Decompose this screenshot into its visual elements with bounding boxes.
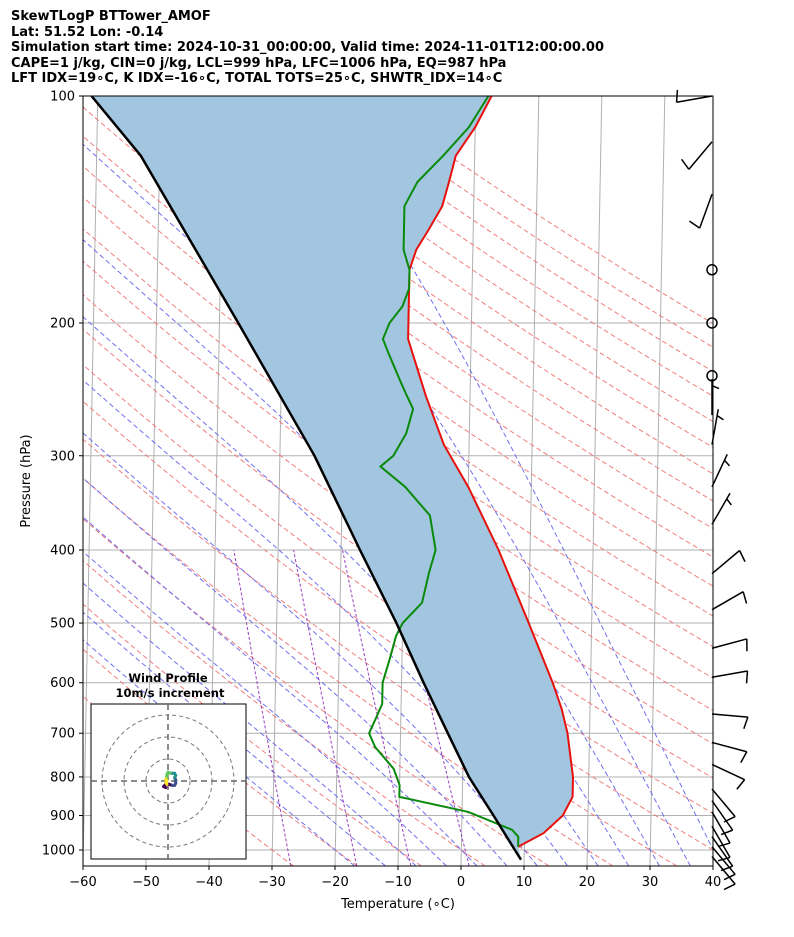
moist-adiabat bbox=[296, 96, 713, 851]
moist-adiabat bbox=[83, 611, 386, 866]
hodograph-content bbox=[91, 704, 246, 859]
wind-barb bbox=[711, 825, 731, 862]
moist-adiabat bbox=[83, 550, 447, 866]
mixing-ratio-line bbox=[394, 549, 470, 866]
wind-barb bbox=[711, 713, 749, 730]
mixing-ratio-line bbox=[233, 549, 292, 866]
x-tick-label: 0 bbox=[457, 875, 465, 890]
mixing-ratio-line bbox=[342, 549, 412, 866]
y-tick-label: 600 bbox=[50, 676, 75, 691]
temperature-line bbox=[407, 96, 575, 848]
dry-adiabat bbox=[83, 328, 713, 779]
x-tick-label: 10 bbox=[516, 875, 533, 890]
dry-adiabat bbox=[83, 364, 713, 815]
y-tick-label: 500 bbox=[50, 617, 75, 632]
y-tick-label: 1000 bbox=[42, 844, 75, 859]
chart-header: SkewTLogP BTTower_AMOF Lat: 51.52 Lon: -… bbox=[11, 9, 604, 87]
y-tick-label: 400 bbox=[50, 543, 75, 558]
cape-stats-line: CAPE=1 j/kg, CIN=0 j/kg, LCL=999 hPa, LF… bbox=[11, 55, 507, 71]
parcel-line bbox=[90, 96, 523, 861]
hodograph-title: Wind Profile bbox=[128, 671, 208, 685]
isotherm bbox=[649, 96, 666, 866]
calm-wind-marker bbox=[706, 317, 718, 329]
wind-barb bbox=[711, 800, 734, 836]
wind-barb bbox=[680, 141, 713, 170]
dry-adiabat bbox=[135, 96, 713, 502]
simulation-time-line: Simulation start time: 2024-10-31_00:00:… bbox=[11, 40, 604, 55]
moist-adiabat bbox=[83, 516, 478, 866]
y-tick-label: 300 bbox=[50, 449, 75, 464]
y-tick-label: 100 bbox=[50, 90, 75, 105]
x-tick-label: −60 bbox=[69, 875, 96, 890]
x-tick-label: −20 bbox=[321, 875, 348, 890]
moist-adiabat bbox=[83, 639, 355, 866]
wind-barb bbox=[711, 763, 746, 790]
x-tick-label: −30 bbox=[258, 875, 285, 890]
moist-adiabat bbox=[83, 477, 508, 866]
hodograph-ring bbox=[101, 714, 235, 848]
wind-barb bbox=[711, 811, 731, 848]
location-line: Lat: 51.52 Lon: -0.14 bbox=[11, 24, 164, 40]
dry-adiabat bbox=[83, 477, 614, 866]
dry-adiabat bbox=[83, 518, 550, 866]
x-tick-label: 30 bbox=[642, 875, 659, 890]
x-tick-label: −10 bbox=[384, 875, 411, 890]
x-tick-label: 20 bbox=[579, 875, 596, 890]
moist-adiabat bbox=[83, 582, 417, 866]
cape-area bbox=[91, 96, 573, 860]
y-tick-label: 200 bbox=[50, 316, 75, 331]
hodograph-segment bbox=[164, 780, 169, 786]
cape-fill bbox=[91, 96, 573, 860]
x-tick-label: −50 bbox=[132, 875, 159, 890]
wind-barb bbox=[689, 194, 713, 229]
calm-wind-marker bbox=[706, 264, 718, 276]
wind-barb bbox=[711, 638, 748, 652]
dry-adiabat bbox=[83, 438, 678, 866]
x-tick-label: 40 bbox=[705, 875, 722, 890]
x-axis-label: Temperature (∘C) bbox=[340, 897, 455, 912]
wind-barb bbox=[711, 492, 732, 525]
wind-barb bbox=[711, 741, 748, 763]
y-axis-label: Pressure (hPa) bbox=[19, 434, 34, 527]
y-tick-label: 800 bbox=[50, 770, 75, 785]
hodograph-subtitle: 10m/s increment bbox=[116, 686, 225, 700]
wind-barb bbox=[711, 549, 746, 575]
hodograph-inset: Wind Profile 10m/s increment bbox=[90, 671, 247, 860]
y-tick-label: 900 bbox=[50, 809, 75, 824]
dry-adiabat bbox=[83, 400, 713, 851]
chart-title: SkewTLogP BTTower_AMOF bbox=[11, 9, 211, 24]
mixing-ratio-line bbox=[293, 549, 358, 866]
x-tick-label: −40 bbox=[195, 875, 222, 890]
dry-adiabat bbox=[83, 294, 713, 745]
wind-barb bbox=[711, 856, 736, 891]
wind-barb bbox=[711, 670, 749, 684]
hodograph-ring bbox=[145, 758, 191, 804]
isotherm bbox=[776, 96, 791, 866]
wind-barb bbox=[711, 409, 724, 445]
index-stats-line: LFT IDX=19∘C, K IDX=-16∘C, TOTAL TOTS=25… bbox=[11, 71, 503, 86]
y-tick-label: 700 bbox=[50, 727, 75, 742]
wind-barb bbox=[711, 454, 731, 488]
dewpoint-line bbox=[368, 96, 520, 847]
hodograph-ring bbox=[123, 736, 213, 826]
wind-barb bbox=[711, 591, 748, 611]
isotherm bbox=[586, 96, 603, 866]
isotherm bbox=[83, 96, 99, 866]
wind-barbs bbox=[675, 89, 749, 891]
profile-lines bbox=[90, 96, 575, 861]
